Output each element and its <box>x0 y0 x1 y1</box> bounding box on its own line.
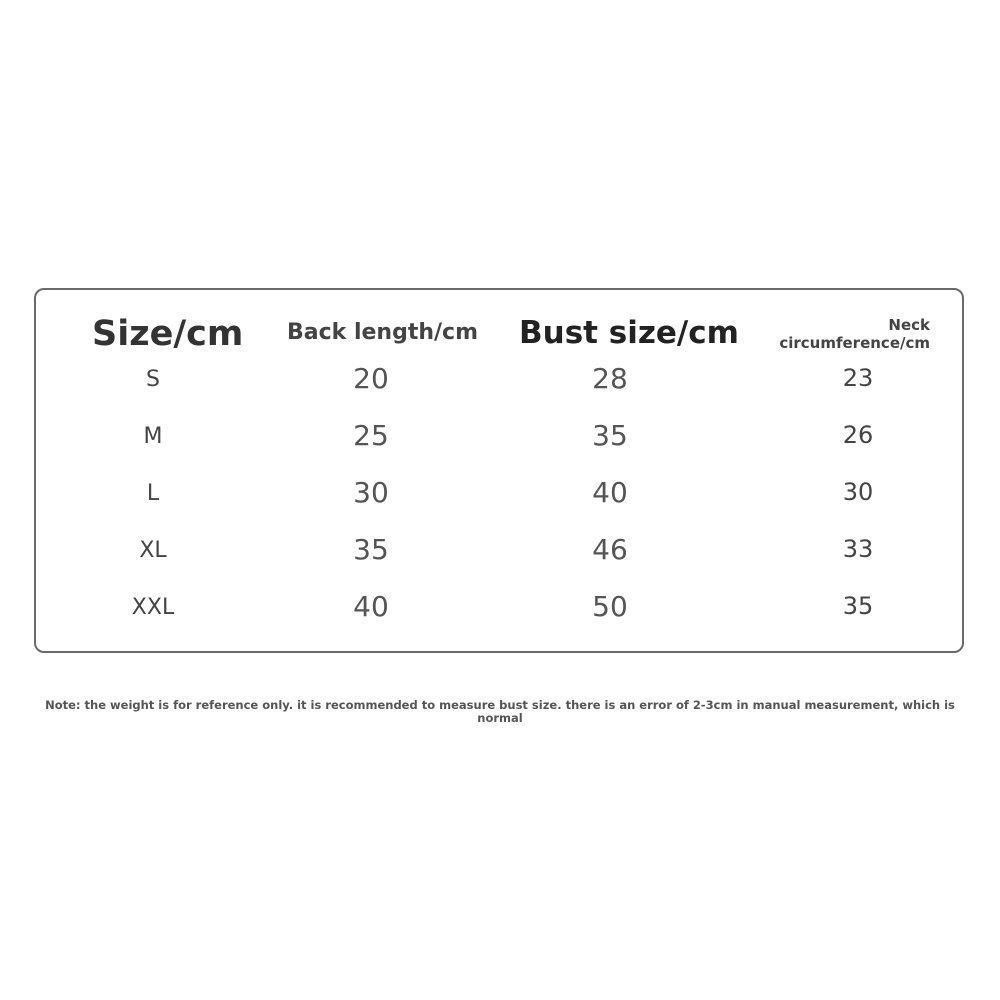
cell-neck: 35 <box>842 592 874 620</box>
header-neck-line1: Neck <box>888 316 930 334</box>
note-text: Note: the weight is for reference only. … <box>45 698 955 725</box>
cell-bust: 50 <box>592 590 628 623</box>
header-size: Size/cm <box>92 314 244 354</box>
cell-bust: 40 <box>592 476 628 509</box>
header-neck: Neck circumference/cm <box>760 316 930 352</box>
header-neck-line2: circumference/cm <box>779 334 930 352</box>
cell-back: 20 <box>353 362 389 395</box>
size-table <box>34 288 964 653</box>
cell-neck: 30 <box>842 478 874 506</box>
cell-back: 35 <box>353 533 389 566</box>
cell-neck: 23 <box>842 364 874 392</box>
cell-bust: 35 <box>592 419 628 452</box>
header-back-length: Back length/cm <box>287 320 478 345</box>
cell-bust: 28 <box>592 362 628 395</box>
cell-back: 25 <box>353 419 389 452</box>
cell-size: S <box>146 367 160 392</box>
cell-size: XXL <box>131 595 175 620</box>
cell-size: L <box>146 481 160 506</box>
cell-neck: 26 <box>842 421 874 449</box>
cell-back: 30 <box>353 476 389 509</box>
cell-size: XL <box>139 538 167 563</box>
cell-bust: 46 <box>592 533 628 566</box>
cell-back: 40 <box>353 590 389 623</box>
header-bust-size: Bust size/cm <box>519 315 739 351</box>
cell-size: M <box>143 424 163 449</box>
cell-neck: 33 <box>842 535 874 563</box>
